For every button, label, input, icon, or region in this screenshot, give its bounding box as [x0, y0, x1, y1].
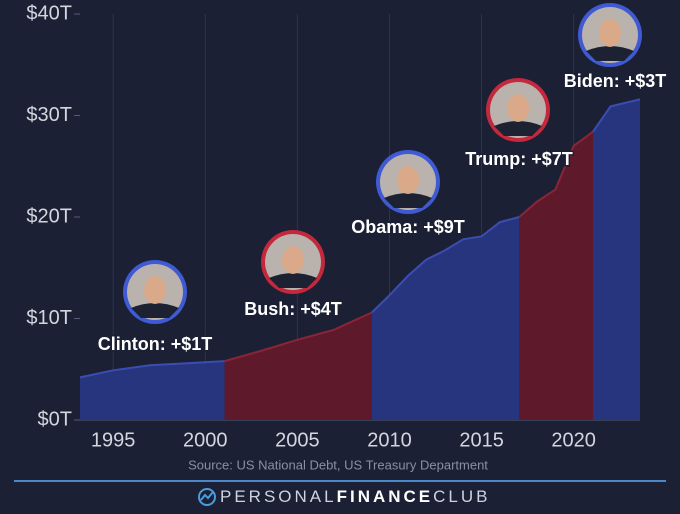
footer-part: CLUB: [433, 487, 490, 506]
x-tick-label: 2020: [551, 429, 596, 451]
area-line: [371, 216, 520, 314]
x-tick-label: 1995: [91, 429, 136, 451]
area-line: [79, 360, 225, 379]
president-label: Trump: +$7T: [465, 149, 573, 169]
area-line: [592, 98, 641, 133]
area: [593, 99, 640, 421]
portrait-suit: [269, 273, 317, 288]
portrait-suit: [494, 121, 542, 136]
portrait-suit: [586, 46, 634, 61]
area: [519, 131, 593, 420]
portrait-face: [507, 94, 529, 122]
areas: [79, 98, 641, 421]
labels: Clinton: +$1T Bush: +$4T Obama: +$9T Trump:…: [96, 3, 668, 355]
area: [372, 217, 520, 420]
y-tick-label: $20T: [26, 205, 72, 227]
area: [80, 361, 225, 420]
logo: [198, 488, 216, 506]
portrait-suit: [384, 193, 432, 208]
source: Source: US National Debt, US Treasury De…: [188, 457, 488, 472]
portrait-face: [144, 276, 166, 304]
president-label: Bush: +$4T: [244, 299, 342, 319]
x-tick-label: 2010: [367, 429, 412, 451]
president-label: Obama: +$9T: [351, 217, 465, 237]
y-tick-label: $30T: [26, 104, 72, 126]
y-tick-label: $0T: [38, 408, 72, 430]
x-tick-label: 2015: [459, 429, 504, 451]
x-tick-label: 2000: [183, 429, 228, 451]
area-line: [224, 311, 373, 363]
area: [224, 312, 372, 420]
y-tick-label: $10T: [26, 307, 72, 329]
y-tick-label: $40T: [26, 2, 72, 24]
president-label: Biden: +$3T: [564, 71, 667, 91]
x-tick-label: 2005: [275, 429, 320, 451]
footer-part: PERSONAL: [220, 487, 337, 506]
president-label: Clinton: +$1T: [98, 334, 213, 354]
portrait-face: [599, 19, 621, 47]
portrait-face: [397, 166, 419, 194]
portrait-suit: [131, 303, 179, 318]
portrait-face: [282, 246, 304, 274]
footer-part: FINANCE: [337, 487, 434, 506]
area-line: [518, 130, 594, 218]
footer-text: PERSONALFINANCECLUB: [220, 487, 491, 506]
